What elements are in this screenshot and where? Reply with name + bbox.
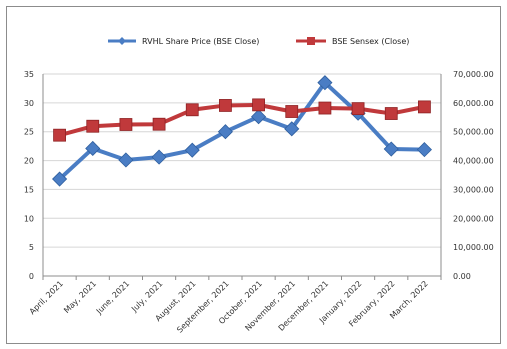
- right-y-tick-label: 20,000.00: [453, 214, 494, 223]
- sensex-point: [219, 99, 232, 112]
- legend-share-price-label: RVHL Share Price (BSE Close): [142, 37, 259, 46]
- right-y-tick-label: 40,000.00: [453, 157, 494, 166]
- sensex-point: [351, 102, 365, 116]
- sensex-point: [318, 101, 332, 115]
- right-y-tick-label: 70,000.00: [453, 70, 494, 79]
- left-y-tick-label: 25: [24, 128, 34, 137]
- share-price-point: [383, 141, 399, 157]
- legend-sensex-label: BSE Sensex (Close): [332, 37, 409, 46]
- sensex-point: [152, 117, 166, 131]
- right-y-tick-label: 10,000.00: [453, 243, 494, 252]
- sensex-point: [384, 107, 398, 120]
- share-price-point: [217, 124, 233, 140]
- share-price-point: [151, 149, 167, 165]
- left-y-tick-label: 35: [24, 70, 34, 79]
- share-price-point: [184, 142, 200, 158]
- sensex-point: [252, 98, 265, 112]
- right-y-tick-label: 50,000.00: [453, 128, 494, 137]
- share-price-point: [284, 121, 300, 137]
- x-tick-label: July, 2021: [129, 279, 164, 314]
- right-y-tick-label: 0.00: [453, 272, 471, 281]
- sensex-point: [185, 103, 199, 117]
- x-tick-label: May, 2021: [62, 279, 98, 315]
- left-y-tick-label: 30: [24, 99, 34, 108]
- chart-frame: [6, 6, 501, 344]
- left-y-tick-label: 15: [24, 185, 34, 194]
- share-price-line: [58, 80, 425, 181]
- share-price-point: [85, 140, 101, 157]
- sensex-point: [119, 118, 133, 131]
- left-y-tick-label: 10: [24, 214, 34, 223]
- sensex-point: [86, 119, 100, 133]
- left-y-tick-label: 0: [29, 272, 34, 281]
- left-y-tick-label: 20: [24, 157, 34, 166]
- x-tick-label: April, 2021: [28, 279, 65, 316]
- share-price-point: [52, 171, 68, 187]
- share-price-point: [416, 142, 432, 158]
- share-price-point: [317, 75, 333, 91]
- legend-share-price-marker: [118, 37, 126, 45]
- sensex-line: [59, 102, 425, 138]
- x-tick-label: June, 2021: [94, 279, 131, 316]
- right-y-tick-label: 60,000.00: [453, 99, 494, 108]
- sensex-point: [285, 105, 299, 118]
- share-price-point: [251, 109, 267, 125]
- right-y-tick-label: 30,000.00: [453, 185, 494, 194]
- legend-sensex-marker: [307, 37, 315, 45]
- sensex-point: [53, 128, 66, 142]
- share-price-point: [118, 152, 134, 168]
- sensex-point: [418, 100, 431, 114]
- left-y-tick-label: 5: [29, 243, 34, 252]
